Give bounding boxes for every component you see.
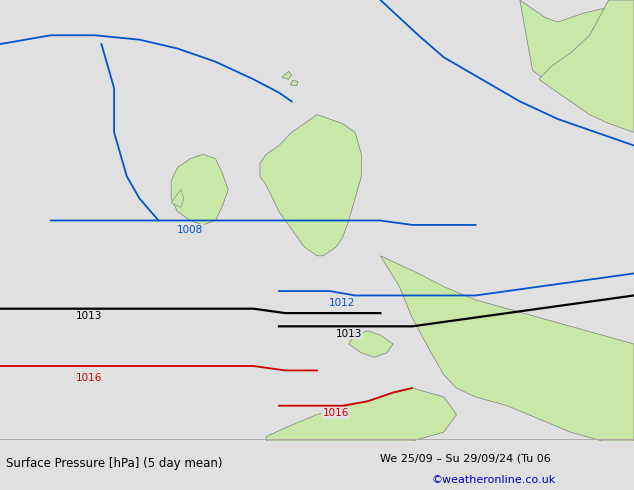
Polygon shape — [282, 72, 292, 79]
Text: 1016: 1016 — [75, 372, 102, 383]
Polygon shape — [349, 331, 393, 357]
Polygon shape — [380, 256, 634, 441]
Text: We 25/09 – Su 29/09/24 (Tu 06: We 25/09 – Su 29/09/24 (Tu 06 — [380, 453, 551, 463]
Text: 1013: 1013 — [75, 311, 102, 321]
Text: 1012: 1012 — [329, 298, 356, 308]
Polygon shape — [539, 0, 634, 132]
Text: ©weatheronline.co.uk: ©weatheronline.co.uk — [431, 475, 555, 485]
Polygon shape — [260, 115, 361, 256]
Polygon shape — [171, 190, 184, 207]
Polygon shape — [520, 0, 634, 110]
Polygon shape — [171, 154, 228, 225]
Text: Surface Pressure [hPa] (5 day mean): Surface Pressure [hPa] (5 day mean) — [6, 457, 223, 469]
Text: 1016: 1016 — [323, 408, 349, 418]
Text: 1008: 1008 — [177, 225, 204, 235]
Polygon shape — [266, 388, 456, 441]
Text: 1013: 1013 — [335, 329, 362, 339]
Polygon shape — [290, 80, 298, 86]
